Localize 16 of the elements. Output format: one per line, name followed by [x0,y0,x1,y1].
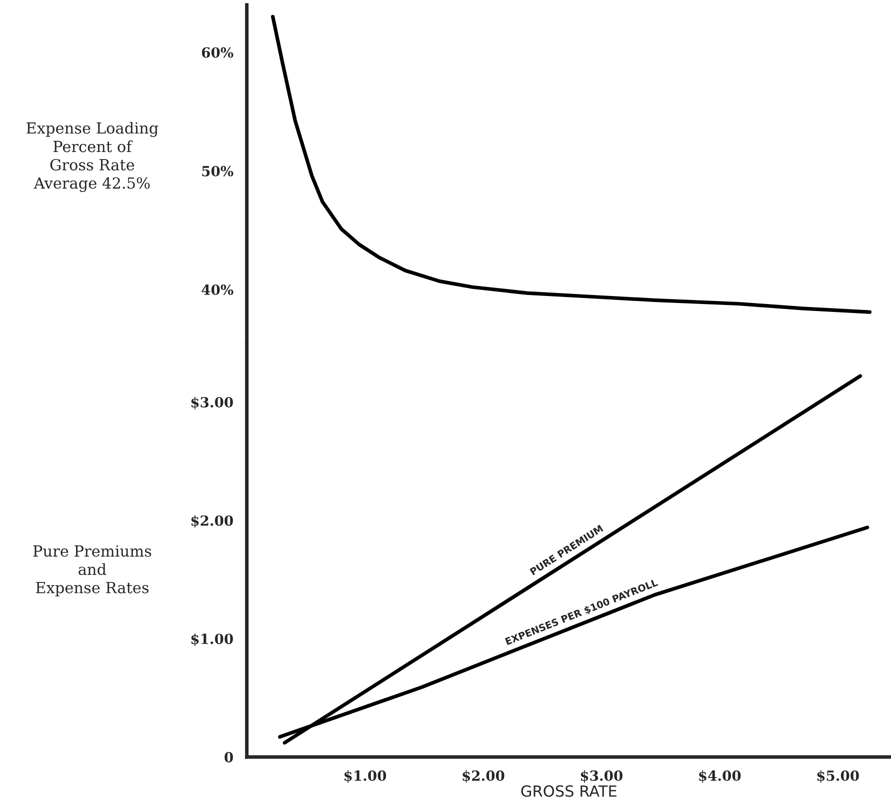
y-tick-label: $2.00 [191,515,233,528]
y-tick-label: $1.00 [191,633,233,646]
y-tick-label: 60% [202,47,234,58]
y-tick-label: 0 [224,752,233,762]
x-tick-label: $1.00 [344,770,386,783]
y-tick-label: 40% [202,284,234,295]
x-tick-label: $4.00 [699,770,741,783]
y-axis-title: Expense Loading Percent of Gross Rate Average 42.5% [26,122,158,192]
y-tick-label: $3.00 [191,396,233,410]
line-series [271,14,872,314]
y-tick-label: 50% [202,166,234,176]
x-tick-label: $5.00 [817,770,859,783]
y-axis-title: Pure Premiums and Expense Rates [33,545,152,596]
x-tick-label: $2.00 [462,770,504,783]
x-axis-title: GROSS RATE [521,785,616,797]
x-tick-label: $3.00 [580,770,623,783]
